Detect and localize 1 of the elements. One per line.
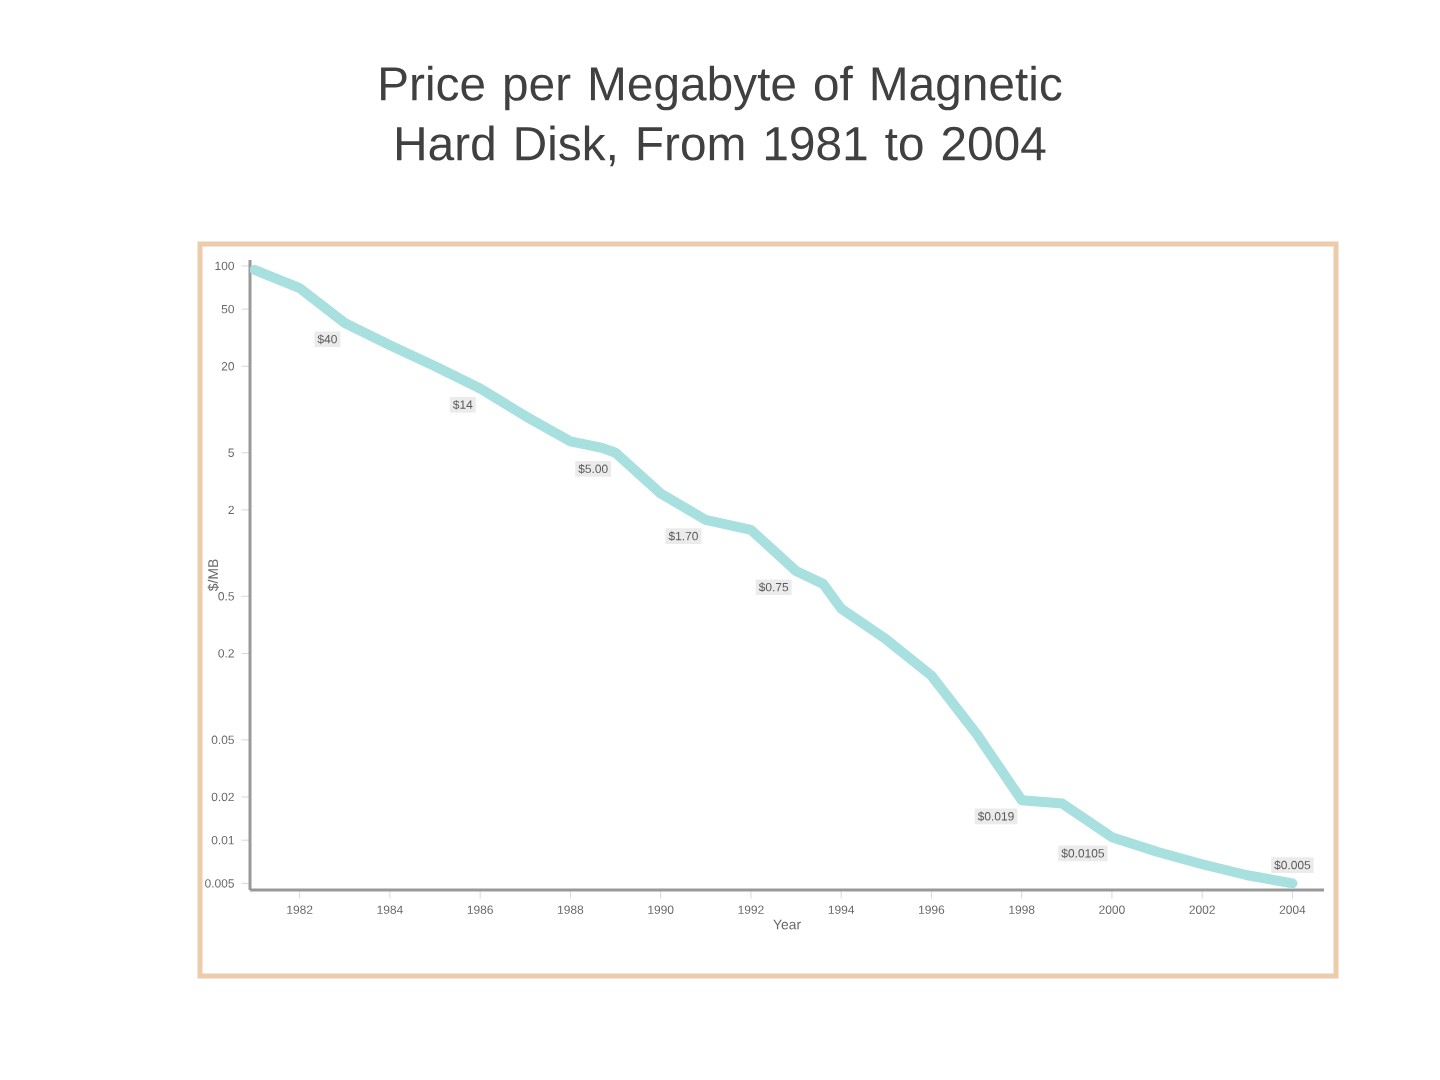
- chart-title: Price per Megabyte of Magnetic Hard Disk, From 1981 to 2004: [381, 65, 1062, 167]
